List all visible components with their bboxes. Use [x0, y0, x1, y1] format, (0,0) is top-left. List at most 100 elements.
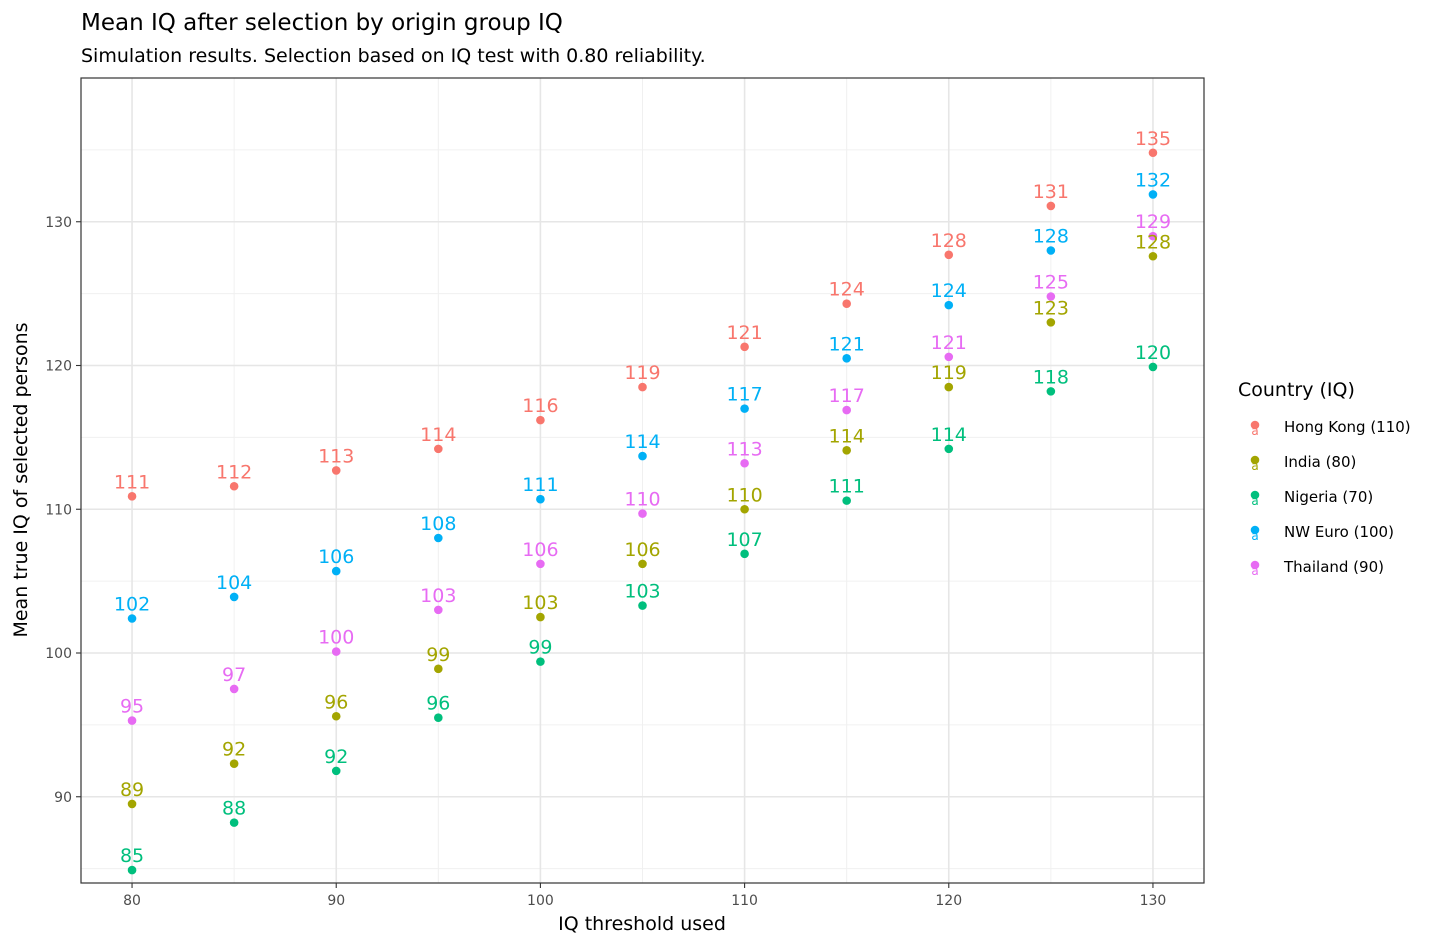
legend-label: Thailand (90) [1283, 558, 1384, 576]
data-label-hong-kong-110: 112 [216, 461, 252, 483]
x-tick-label: 120 [935, 893, 962, 909]
data-label-nigeria-70: 88 [222, 798, 246, 820]
legend-item-nw-euro-100: a NW Euro (100) [1250, 523, 1394, 543]
data-label-india-80: 119 [931, 362, 967, 384]
point-thailand-90 [1046, 292, 1056, 301]
point-nw-euro-100 [434, 533, 443, 543]
x-axis-title: IQ threshold used [558, 913, 726, 935]
point-thailand-90 [536, 559, 545, 569]
data-label-hong-kong-110: 121 [726, 322, 762, 344]
point-thailand-90 [229, 684, 239, 694]
legend-label: NW Euro (100) [1284, 523, 1394, 541]
point-india-80 [229, 759, 239, 768]
data-label-hong-kong-110: 135 [1135, 128, 1171, 150]
point-nigeria-70 [1148, 362, 1158, 372]
point-india-80 [638, 559, 647, 569]
point-india-80 [842, 446, 851, 455]
y-tick-label: 130 [45, 215, 72, 231]
point-thailand-90 [740, 458, 749, 468]
data-label-india-80: 103 [522, 592, 558, 614]
data-label-thailand-90: 113 [726, 438, 762, 460]
data-label-hong-kong-110: 131 [1033, 181, 1069, 203]
legend-item-nigeria-70: a Nigeria (70) [1250, 488, 1373, 508]
data-label-hong-kong-110: 128 [931, 230, 967, 252]
point-nw-euro-100 [1046, 246, 1056, 255]
legend-title: Country (IQ) [1238, 379, 1355, 401]
y-tick-label: 120 [45, 359, 72, 375]
point-thailand-90 [842, 405, 851, 415]
point-thailand-90 [331, 647, 341, 656]
data-label-nw-euro-100: 124 [931, 280, 967, 302]
data-label-india-80: 114 [829, 425, 865, 447]
point-nigeria-70 [434, 713, 443, 722]
legend-key-point [1250, 455, 1260, 465]
data-label-thailand-90: 121 [931, 332, 967, 354]
point-nigeria-70 [127, 865, 137, 875]
point-hong-kong-110 [842, 299, 851, 308]
legend-key-text-glyph: a [1251, 564, 1258, 578]
data-label-india-80: 128 [1135, 231, 1171, 253]
data-label-nw-euro-100: 102 [114, 594, 150, 616]
y-axis-title: Mean true IQ of selected persons [10, 322, 32, 637]
point-india-80 [740, 504, 749, 514]
data-label-india-80: 123 [1033, 297, 1069, 319]
data-label-hong-kong-110: 113 [318, 445, 354, 467]
plot-panel-border [80, 77, 1205, 884]
data-label-nigeria-70: 85 [120, 845, 144, 867]
point-nw-euro-100 [536, 494, 545, 504]
data-label-nigeria-70: 114 [931, 424, 967, 446]
data-label-nw-euro-100: 106 [318, 546, 354, 568]
data-label-india-80: 89 [120, 779, 144, 801]
data-label-thailand-90: 129 [1135, 211, 1171, 233]
legend-item-hong-kong-110: a Hong Kong (110) [1250, 418, 1411, 438]
point-nigeria-70 [944, 444, 954, 454]
point-india-80 [434, 664, 443, 674]
point-nw-euro-100 [127, 614, 137, 623]
point-india-80 [127, 799, 137, 809]
data-label-nigeria-70: 92 [324, 746, 348, 768]
point-nw-euro-100 [638, 451, 647, 461]
data-label-nigeria-70: 120 [1135, 342, 1171, 364]
data-label-india-80: 99 [426, 644, 450, 666]
y-axis: 90 100 110 120 130 [45, 215, 81, 806]
point-nigeria-70 [740, 549, 749, 559]
legend-key-text-glyph: a [1251, 424, 1258, 438]
point-nigeria-70 [1046, 387, 1056, 396]
legend-key-text-glyph: a [1251, 459, 1258, 473]
legend-label: Hong Kong (110) [1284, 418, 1411, 436]
legend-key-point [1250, 490, 1260, 500]
x-tick-label: 90 [327, 893, 345, 909]
x-tick-label: 80 [123, 893, 141, 909]
data-label-thailand-90: 100 [318, 627, 354, 649]
legend-key-point [1250, 420, 1260, 430]
data-label-nigeria-70: 118 [1033, 366, 1069, 388]
data-label-nw-euro-100: 117 [726, 384, 762, 406]
data-label-thailand-90: 95 [120, 696, 144, 718]
point-nw-euro-100 [331, 566, 341, 576]
point-nw-euro-100 [229, 592, 239, 602]
data-label-hong-kong-110: 111 [114, 471, 150, 493]
point-hong-kong-110 [944, 250, 954, 260]
data-label-thailand-90: 103 [420, 585, 456, 607]
point-india-80 [1046, 318, 1056, 327]
legend-key-text-glyph: a [1251, 494, 1258, 508]
point-hong-kong-110 [127, 492, 137, 501]
legend-item-thailand-90: a Thailand (90) [1250, 558, 1384, 578]
data-label-nw-euro-100: 111 [522, 474, 558, 496]
x-axis: 80 90 100 110 120 130 [123, 883, 1166, 909]
chart-subtitle: Simulation results. Selection based on I… [81, 45, 706, 67]
point-nigeria-70 [842, 496, 851, 505]
point-hong-kong-110 [740, 342, 749, 352]
data-label-nigeria-70: 103 [624, 581, 660, 603]
data-label-hong-kong-110: 114 [420, 424, 456, 446]
point-thailand-90 [944, 352, 954, 362]
data-label-thailand-90: 97 [222, 664, 246, 686]
point-nigeria-70 [638, 601, 647, 610]
point-india-80 [536, 612, 545, 622]
data-label-thailand-90: 117 [829, 385, 865, 407]
point-hong-kong-110 [1046, 201, 1056, 211]
data-label-india-80: 92 [222, 739, 246, 761]
data-points [127, 148, 1158, 875]
